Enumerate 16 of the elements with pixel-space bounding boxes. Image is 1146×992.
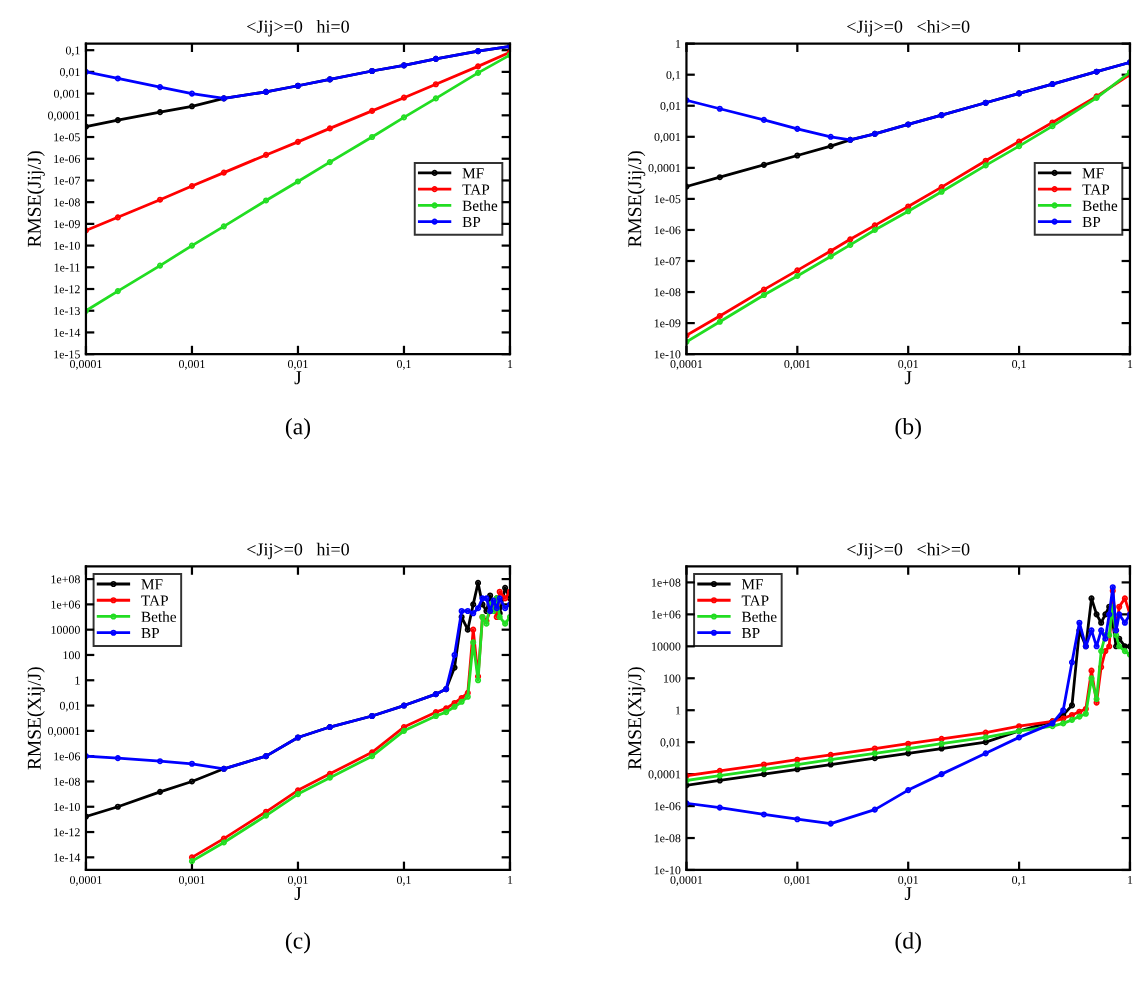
y-axis-title: RMSE(Jij/J)	[27, 151, 45, 247]
y-axis-title: RMSE(Xij/J)	[627, 667, 646, 770]
chart-title: <Jij>=0 hi=0	[247, 20, 349, 37]
x-axis-title: J	[294, 371, 302, 385]
chart-title: <Jij>=0 <hi>=0	[847, 20, 970, 37]
x-axis-title: J	[294, 887, 302, 901]
chart-title: <Jij>=0 <hi>=0	[847, 542, 970, 560]
y-axis-title: RMSE(Xij/J)	[27, 667, 45, 770]
x-axis-title: J	[904, 371, 912, 385]
text: (d)	[895, 932, 921, 954]
text: (a)	[285, 417, 311, 440]
x-axis-title: J	[904, 887, 912, 901]
chart-title: <Jij>=0 hi=0	[247, 542, 349, 560]
text: (b)	[895, 417, 921, 440]
text: (c)	[285, 932, 311, 954]
y-axis-title: RMSE(Jij/J)	[627, 151, 646, 247]
